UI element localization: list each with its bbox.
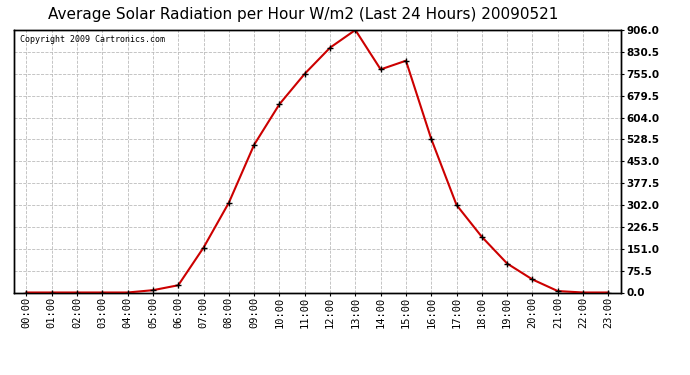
Text: Copyright 2009 Cartronics.com: Copyright 2009 Cartronics.com — [20, 35, 165, 44]
Text: Average Solar Radiation per Hour W/m2 (Last 24 Hours) 20090521: Average Solar Radiation per Hour W/m2 (L… — [48, 8, 559, 22]
